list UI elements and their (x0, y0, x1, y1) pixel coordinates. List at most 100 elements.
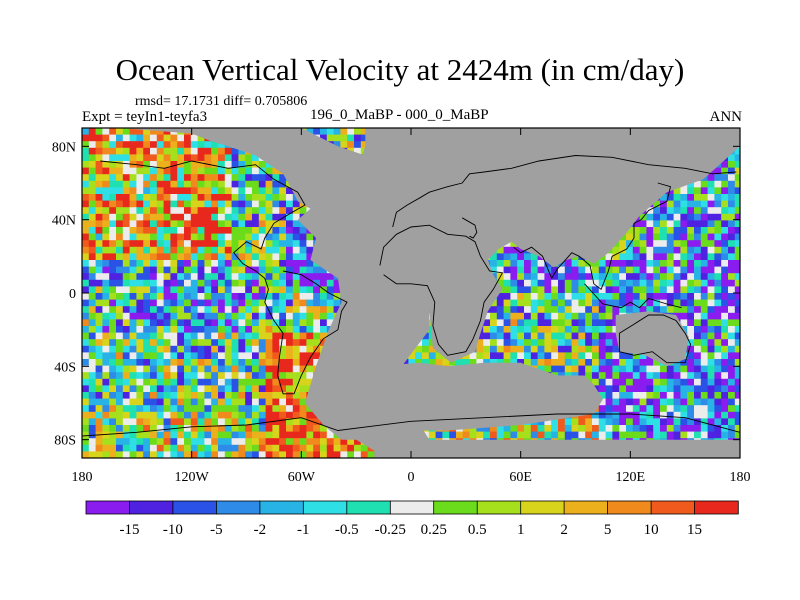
field-cell (231, 378, 239, 386)
field-cell (102, 372, 110, 380)
field-cell (102, 200, 110, 208)
field-cell (714, 411, 722, 419)
field-cell (136, 425, 144, 433)
field-cell (265, 352, 273, 360)
field-cell (340, 438, 348, 446)
field-cell (694, 240, 702, 248)
field-cell (605, 293, 613, 301)
field-cell (292, 405, 301, 413)
field-cell (143, 405, 151, 413)
field-cell (578, 312, 586, 320)
field-cell (646, 220, 654, 228)
x-tick-label: 120W (175, 470, 210, 485)
field-cell (299, 240, 307, 248)
field-cell (95, 444, 103, 452)
field-cell (82, 359, 90, 367)
field-cell (537, 286, 545, 294)
field-cell (190, 431, 199, 439)
field-cell (136, 339, 144, 347)
field-cell (639, 378, 647, 386)
field-cell (109, 207, 117, 215)
field-cell (116, 365, 124, 373)
field-cell (707, 293, 715, 301)
field-cell (245, 392, 253, 400)
field-cell (109, 147, 117, 155)
field-cell (258, 293, 267, 301)
field-cell (517, 260, 525, 268)
field-cell (129, 359, 137, 367)
field-cell (218, 260, 226, 268)
field-cell (660, 200, 668, 208)
field-cell (299, 299, 307, 307)
field-cell (204, 167, 212, 175)
field-cell (619, 431, 627, 439)
field-cell (700, 359, 709, 367)
field-cell (197, 339, 205, 347)
field-cell (632, 220, 641, 228)
field-cell (109, 312, 117, 320)
field-cell (177, 438, 185, 446)
field-cell (156, 306, 165, 314)
field-cell (728, 207, 736, 215)
field-cell (653, 293, 661, 301)
field-cell (292, 207, 301, 215)
field-cell (320, 286, 328, 294)
field-cell (660, 260, 668, 268)
field-cell (592, 326, 600, 334)
field-cell (728, 306, 736, 314)
field-cell (632, 266, 641, 274)
field-cell (156, 240, 165, 248)
field-cell (490, 253, 498, 261)
field-cell (680, 227, 688, 235)
field-cell (401, 359, 409, 367)
field-cell (197, 134, 205, 142)
field-cell (673, 207, 681, 215)
field-cell (258, 385, 267, 393)
field-cell (197, 227, 205, 235)
field-cell (700, 279, 709, 287)
field-cell (558, 266, 566, 274)
field-cell (190, 411, 199, 419)
coastline-segment (618, 314, 692, 364)
field-cell (313, 345, 321, 353)
field-cell (496, 345, 505, 353)
field-cell (231, 411, 239, 419)
field-cell (238, 372, 246, 380)
field-cell (258, 411, 267, 419)
field-cell (428, 345, 437, 353)
field-cell (265, 207, 273, 215)
field-cell (333, 451, 341, 458)
field-cell (116, 286, 124, 294)
field-cell (734, 220, 740, 228)
field-cell (218, 141, 226, 149)
field-cell (258, 174, 267, 182)
field-cell (653, 306, 661, 314)
field-cell (592, 372, 600, 380)
field-cell (571, 279, 579, 287)
field-cell (122, 451, 131, 458)
field-cell (537, 299, 545, 307)
field-cell (578, 260, 586, 268)
field-cell (721, 279, 729, 287)
field-cell (279, 306, 287, 314)
field-cell (129, 438, 137, 446)
field-cell (687, 378, 695, 386)
field-cell (170, 365, 178, 373)
field-cell (510, 431, 518, 439)
field-cell (150, 260, 158, 268)
field-cell (660, 227, 668, 235)
field-cell (632, 418, 641, 426)
field-cell (326, 319, 335, 327)
field-cell (646, 385, 654, 393)
field-cell (292, 279, 301, 287)
field-cell (442, 431, 450, 439)
field-cell (136, 246, 144, 254)
field-cell (700, 260, 709, 268)
field-cell (231, 339, 239, 347)
field-cell (612, 365, 620, 373)
field-cell (449, 359, 457, 367)
field-cell (496, 319, 505, 327)
field-cell (143, 425, 151, 433)
field-cell (163, 180, 171, 188)
field-cell (197, 438, 205, 446)
